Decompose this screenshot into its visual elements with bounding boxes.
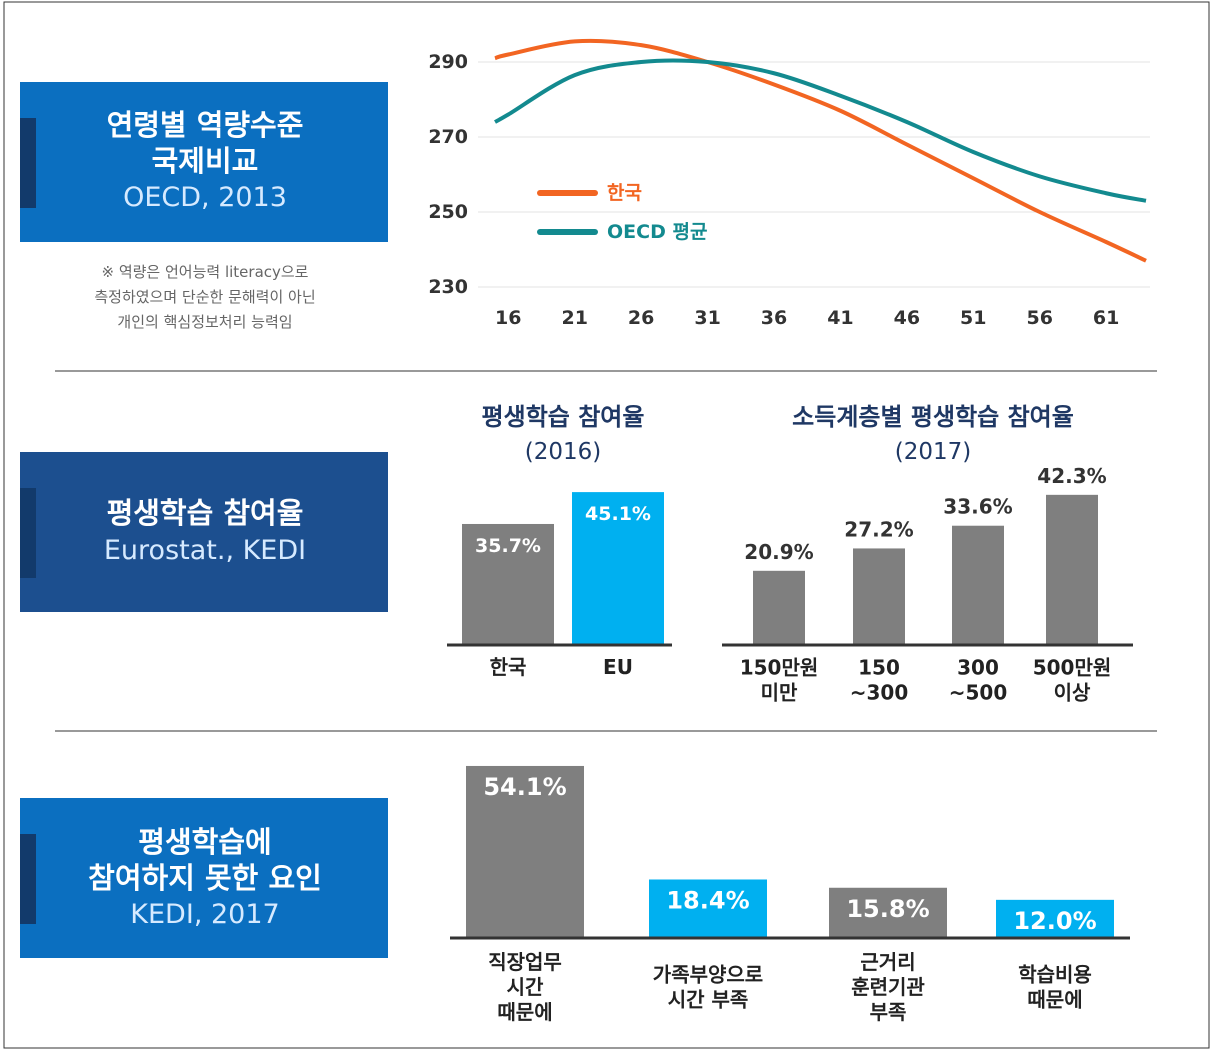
bar xyxy=(853,548,905,645)
bar xyxy=(572,492,664,645)
value-label: 33.6% xyxy=(943,494,1012,518)
bar xyxy=(996,899,1114,938)
chart-title: 평생학습 참여율 xyxy=(482,403,645,431)
value-label: 15.8% xyxy=(846,895,929,923)
value-label: 35.7% xyxy=(475,534,541,556)
value-label: 45.1% xyxy=(585,503,651,525)
x-tick-label: 16 xyxy=(495,307,521,329)
x-tick-label: 61 xyxy=(1093,307,1119,329)
panel-strip xyxy=(20,118,36,208)
chart-subtitle: (2016) xyxy=(525,439,601,465)
value-label: 20.9% xyxy=(744,539,813,563)
frame xyxy=(3,1,1210,1049)
category-label: 한국 xyxy=(490,655,527,679)
value-label: 12.0% xyxy=(1013,907,1096,935)
note: ※ 역량은 언어능력 literacy으로 측정하였으며 단순한 문해력이 아닌 개… xyxy=(94,263,315,331)
category-label: 가족부양으로 시간 부족 xyxy=(653,962,763,1011)
bar xyxy=(952,525,1004,645)
category-label: EU xyxy=(603,655,633,679)
x-tick-label: 31 xyxy=(694,307,720,329)
category-label: 학습비용 때문에 xyxy=(1018,962,1092,1011)
panel-title: 평생학습에 참여하지 못한 요인 xyxy=(88,825,322,895)
bar xyxy=(1046,494,1098,645)
bar xyxy=(462,523,554,645)
y-tick-label: 230 xyxy=(428,276,468,298)
category-label: 500만원 이상 xyxy=(1033,655,1112,704)
bar xyxy=(466,765,584,938)
x-tick-label: 56 xyxy=(1026,307,1052,329)
panel xyxy=(20,82,388,242)
panel-title: 평생학습 참여율 xyxy=(107,496,304,530)
legend-label: OECD 평균 xyxy=(607,221,707,243)
panel xyxy=(20,452,388,612)
panel-source: OECD, 2013 xyxy=(123,182,287,213)
line-series xyxy=(494,38,1147,263)
bar xyxy=(753,570,805,645)
x-tick-label: 46 xyxy=(894,307,920,329)
y-tick-label: 270 xyxy=(428,126,468,148)
panel-source: KEDI, 2017 xyxy=(130,899,279,930)
bar xyxy=(829,887,947,938)
y-tick-label: 290 xyxy=(428,51,468,73)
panel-source: Eurostat., KEDI xyxy=(104,535,306,566)
panel-strip xyxy=(20,834,36,924)
value-label: 42.3% xyxy=(1037,463,1106,487)
x-tick-label: 51 xyxy=(960,307,986,329)
panel-title: 연령별 역량수준 국제비교 xyxy=(107,108,304,178)
chart-subtitle: (2017) xyxy=(895,439,971,465)
x-tick-label: 36 xyxy=(761,307,787,329)
value-label: 18.4% xyxy=(666,886,749,914)
category-label: 150 ~300 xyxy=(850,655,909,704)
x-tick-label: 41 xyxy=(827,307,853,329)
y-tick-label: 250 xyxy=(428,201,468,223)
panel xyxy=(20,798,388,958)
bar xyxy=(649,879,767,938)
chart-title: 소득계층별 평생학습 참여율 xyxy=(792,403,1074,431)
value-label: 27.2% xyxy=(844,517,913,541)
category-label: 직장업무 시간 때문에 xyxy=(488,950,562,1024)
panel-strip xyxy=(20,488,36,578)
category-label: 150만원 미만 xyxy=(740,655,819,704)
category-label: 근거리 훈련기관 부족 xyxy=(851,950,925,1024)
line-series xyxy=(494,58,1147,203)
x-tick-label: 21 xyxy=(561,307,587,329)
x-tick-label: 26 xyxy=(628,307,654,329)
legend-label: 한국 xyxy=(607,182,642,204)
category-label: 300 ~500 xyxy=(949,655,1008,704)
value-label: 54.1% xyxy=(483,773,566,801)
